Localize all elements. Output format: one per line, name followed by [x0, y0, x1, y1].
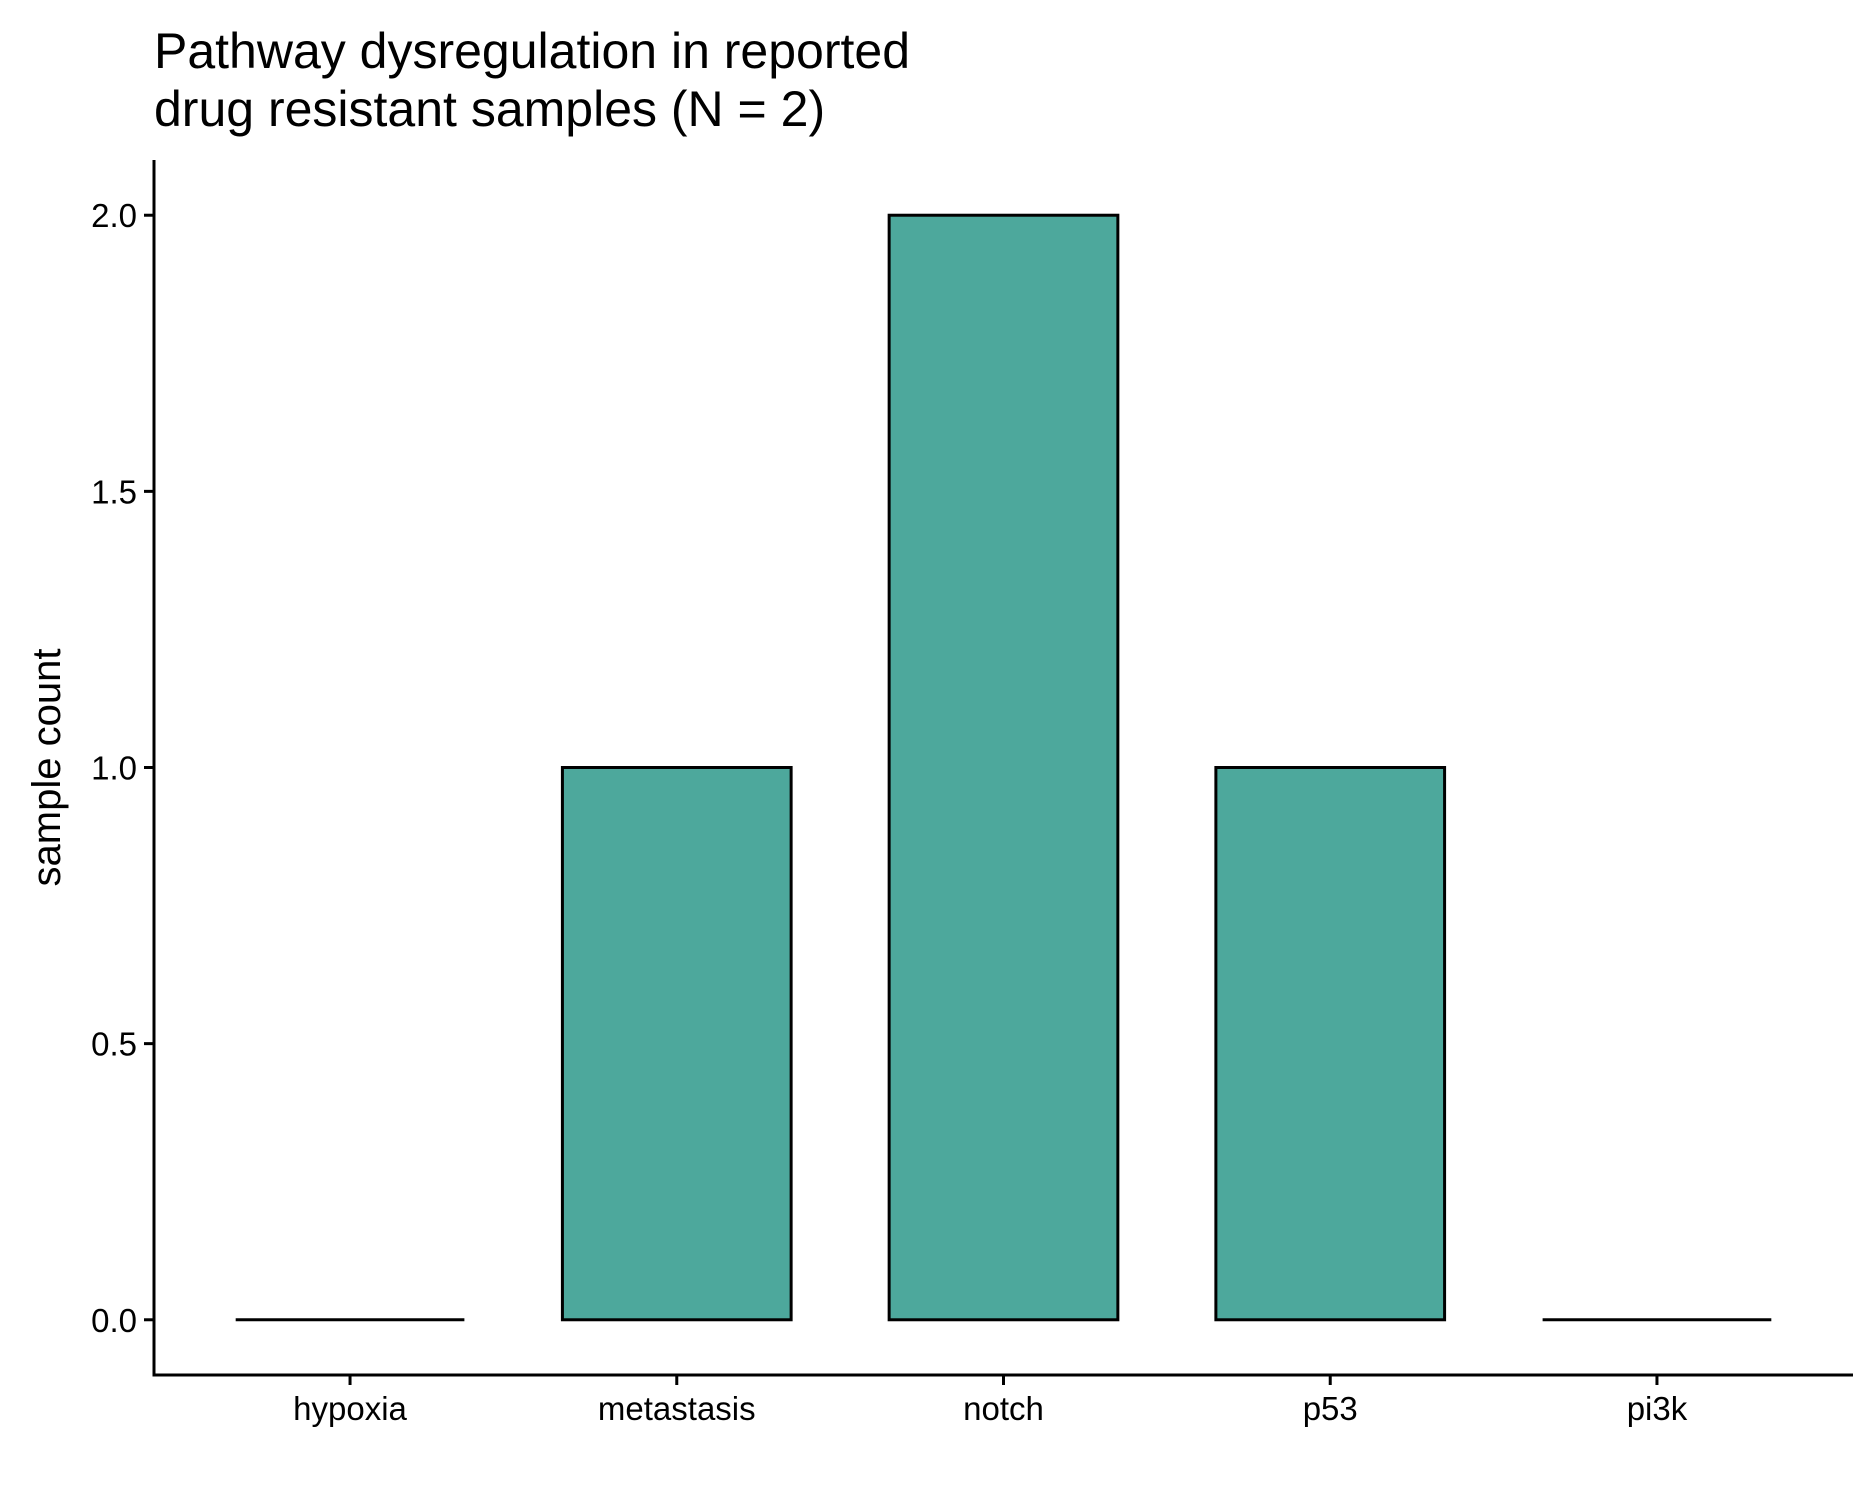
- bars: [235, 213, 1772, 1322]
- y-axis-title: sample count: [25, 649, 69, 887]
- y-tick-label: 1.0: [91, 750, 137, 787]
- x-tick-label: p53: [1303, 1390, 1358, 1427]
- x-tick-label: notch: [963, 1390, 1044, 1427]
- y-tick-label: 0.0: [91, 1302, 137, 1339]
- y-tick-label: 1.5: [91, 473, 137, 510]
- x-axis-ticks: hypoxia metastasis notch p53 pi3k: [293, 1375, 1688, 1427]
- y-axis-ticks: 0.0 0.5 1.0 1.5 2.0: [91, 197, 154, 1339]
- chart-title: Pathway dysregulation in reported drug r…: [154, 22, 910, 138]
- chart-title-line-1: Pathway dysregulation in reported: [154, 23, 911, 79]
- bar-notch: [887, 213, 1120, 1322]
- y-tick-label: 2.0: [91, 197, 137, 234]
- x-tick-label: metastasis: [598, 1390, 756, 1427]
- y-tick-label: 0.5: [91, 1026, 137, 1063]
- chart-title-line-2: drug resistant samples (N = 2): [154, 81, 826, 137]
- x-tick-label: hypoxia: [293, 1390, 407, 1427]
- bar-p53: [1214, 766, 1447, 1322]
- bar-metastasis: [560, 766, 793, 1322]
- x-tick-label: pi3k: [1627, 1390, 1688, 1427]
